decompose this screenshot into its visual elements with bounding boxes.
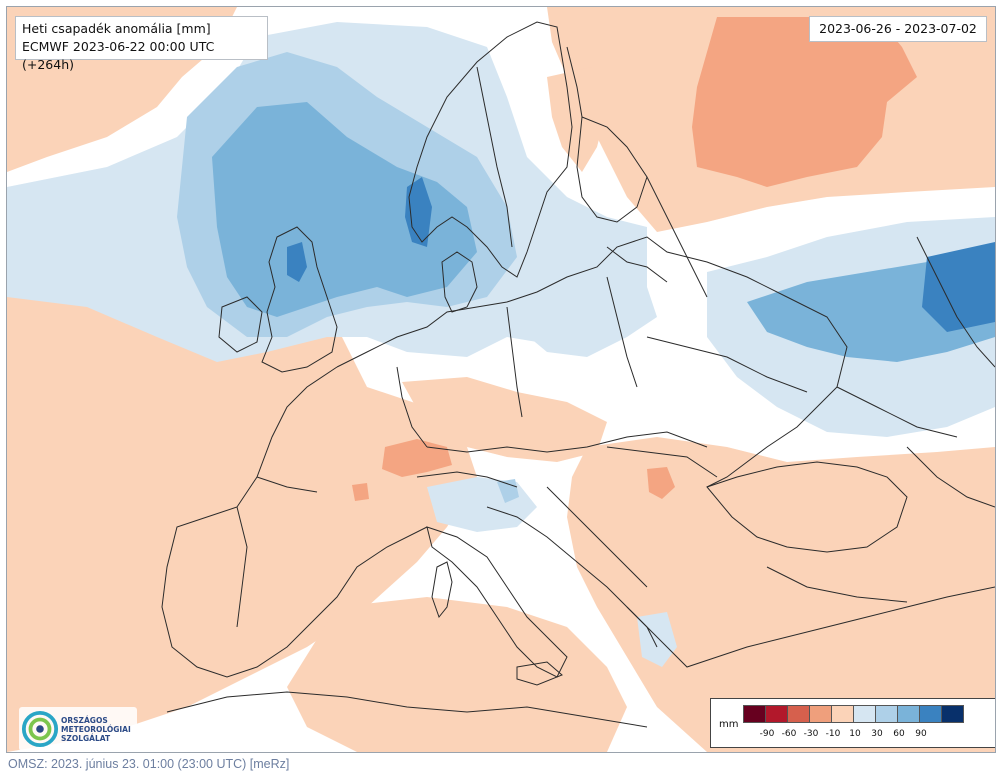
- coast-corsica-sardinia: [431, 561, 453, 619]
- coast-greece-turkey: [626, 586, 995, 668]
- anomaly-west-dry: [7, 262, 477, 752]
- date-range-box: 2023-06-26 - 2023-07-02: [809, 16, 987, 42]
- legend-tick-label: 90: [915, 729, 927, 739]
- border-balkans: [546, 486, 648, 588]
- color-legend: mm -90 -60 -30 -10 10 30 60 90: [710, 698, 995, 748]
- coast-north-africa: [166, 691, 648, 728]
- legend-tick-label: 10: [849, 729, 861, 739]
- logo-line-2: METEOROLÓGIAI: [61, 724, 131, 734]
- legend-swatch: [897, 705, 920, 723]
- coastlines-borders: [161, 21, 995, 728]
- coast-ireland: [218, 296, 263, 353]
- map-svg: [7, 7, 995, 752]
- omsz-logo: ORSZÁGOS METEOROLÓGIAI SZOLGÁLAT: [19, 707, 137, 751]
- legend-swatch: [853, 705, 876, 723]
- anomaly-alps-spot: [382, 439, 452, 477]
- border-central: [426, 431, 708, 453]
- anomaly-central-dry: [402, 377, 607, 462]
- omsz-logo-text: ORSZÁGOS METEOROLÓGIAI SZOLGÁLAT: [61, 716, 131, 743]
- border-east-2: [916, 236, 995, 368]
- logo-line-1: ORSZÁGOS: [61, 715, 108, 725]
- legend-swatch: [875, 705, 898, 723]
- anomaly-romania-spot: [647, 467, 675, 499]
- anomaly-fields: [7, 7, 995, 752]
- anomaly-southeast-dry: [567, 437, 995, 752]
- border-romania: [606, 446, 718, 478]
- border-russia: [646, 176, 708, 298]
- legend-swatch: [941, 705, 964, 723]
- anomaly-northsea-wet-core: [212, 102, 477, 317]
- map-title: Heti csapadék anomália [mm]: [22, 21, 211, 36]
- coast-denmark: [441, 251, 478, 313]
- border-baltics: [606, 246, 668, 283]
- map-canvas: Heti csapadék anomália [mm] ECMWF 2023-0…: [6, 6, 996, 753]
- legend-swatch: [743, 705, 766, 723]
- coast-france-iberia: [161, 366, 428, 678]
- anomaly-slovenia-wet: [497, 479, 519, 503]
- border-poland-east: [606, 276, 638, 388]
- footer-credit: OMSZ: 2023. június 23. 01:00 (23:00 UTC)…: [8, 757, 290, 771]
- legend-swatch: [919, 705, 942, 723]
- legend-ticks: -90 -60 -30 -10 10 30 60 90: [744, 729, 995, 743]
- legend-swatch: [831, 705, 854, 723]
- legend-swatch: [787, 705, 810, 723]
- map-subtitle: ECMWF 2023-06-22 00:00 UTC (+264h): [22, 39, 215, 72]
- legend-unit: mm: [719, 719, 739, 730]
- coast-finland: [576, 116, 648, 223]
- border-caucasus: [906, 446, 995, 508]
- legend-tick-label: 30: [871, 729, 883, 739]
- border-france-germany: [396, 366, 428, 448]
- map-title-box: Heti csapadék anomália [mm] ECMWF 2023-0…: [15, 16, 268, 72]
- anomaly-norway-wet: [405, 177, 432, 247]
- anomaly-east-wet-core: [922, 242, 995, 332]
- legend-swatches: [743, 705, 964, 723]
- border-belarus-ukraine: [646, 336, 808, 393]
- border-iberia: [236, 506, 248, 628]
- anomaly-scotland-wet: [287, 242, 307, 282]
- coast-mainland: [336, 236, 848, 488]
- legend-swatch: [765, 705, 788, 723]
- anomaly-france-spot: [352, 483, 369, 501]
- anomaly-russia-core: [692, 17, 917, 187]
- legend-tick-label: -60: [781, 729, 797, 739]
- coast-great-britain: [261, 226, 338, 373]
- legend-tick-label: -30: [803, 729, 819, 739]
- legend-swatch: [809, 705, 832, 723]
- border-germany-poland: [506, 306, 523, 418]
- logo-line-3: SZOLGÁLAT: [61, 733, 111, 743]
- coast-sicily: [516, 661, 563, 686]
- border-sweden-finland: [566, 46, 583, 118]
- coast-scandinavia: [408, 21, 573, 278]
- border-turkey: [766, 566, 908, 603]
- legend-tick-label: -10: [825, 729, 841, 739]
- legend-tick-label: 60: [893, 729, 905, 739]
- omsz-logo-icon: [21, 710, 59, 748]
- coast-blacksea: [706, 461, 908, 553]
- border-east-1: [836, 386, 958, 438]
- legend-tick-label: -90: [759, 729, 775, 739]
- anomaly-greece-wet: [637, 612, 677, 667]
- anomaly-med-dry: [287, 597, 627, 752]
- anomaly-scandinavia-dry: [547, 67, 607, 172]
- border-alps: [416, 471, 518, 488]
- border-sweden-norway: [476, 66, 513, 248]
- border-spain-france: [256, 476, 318, 493]
